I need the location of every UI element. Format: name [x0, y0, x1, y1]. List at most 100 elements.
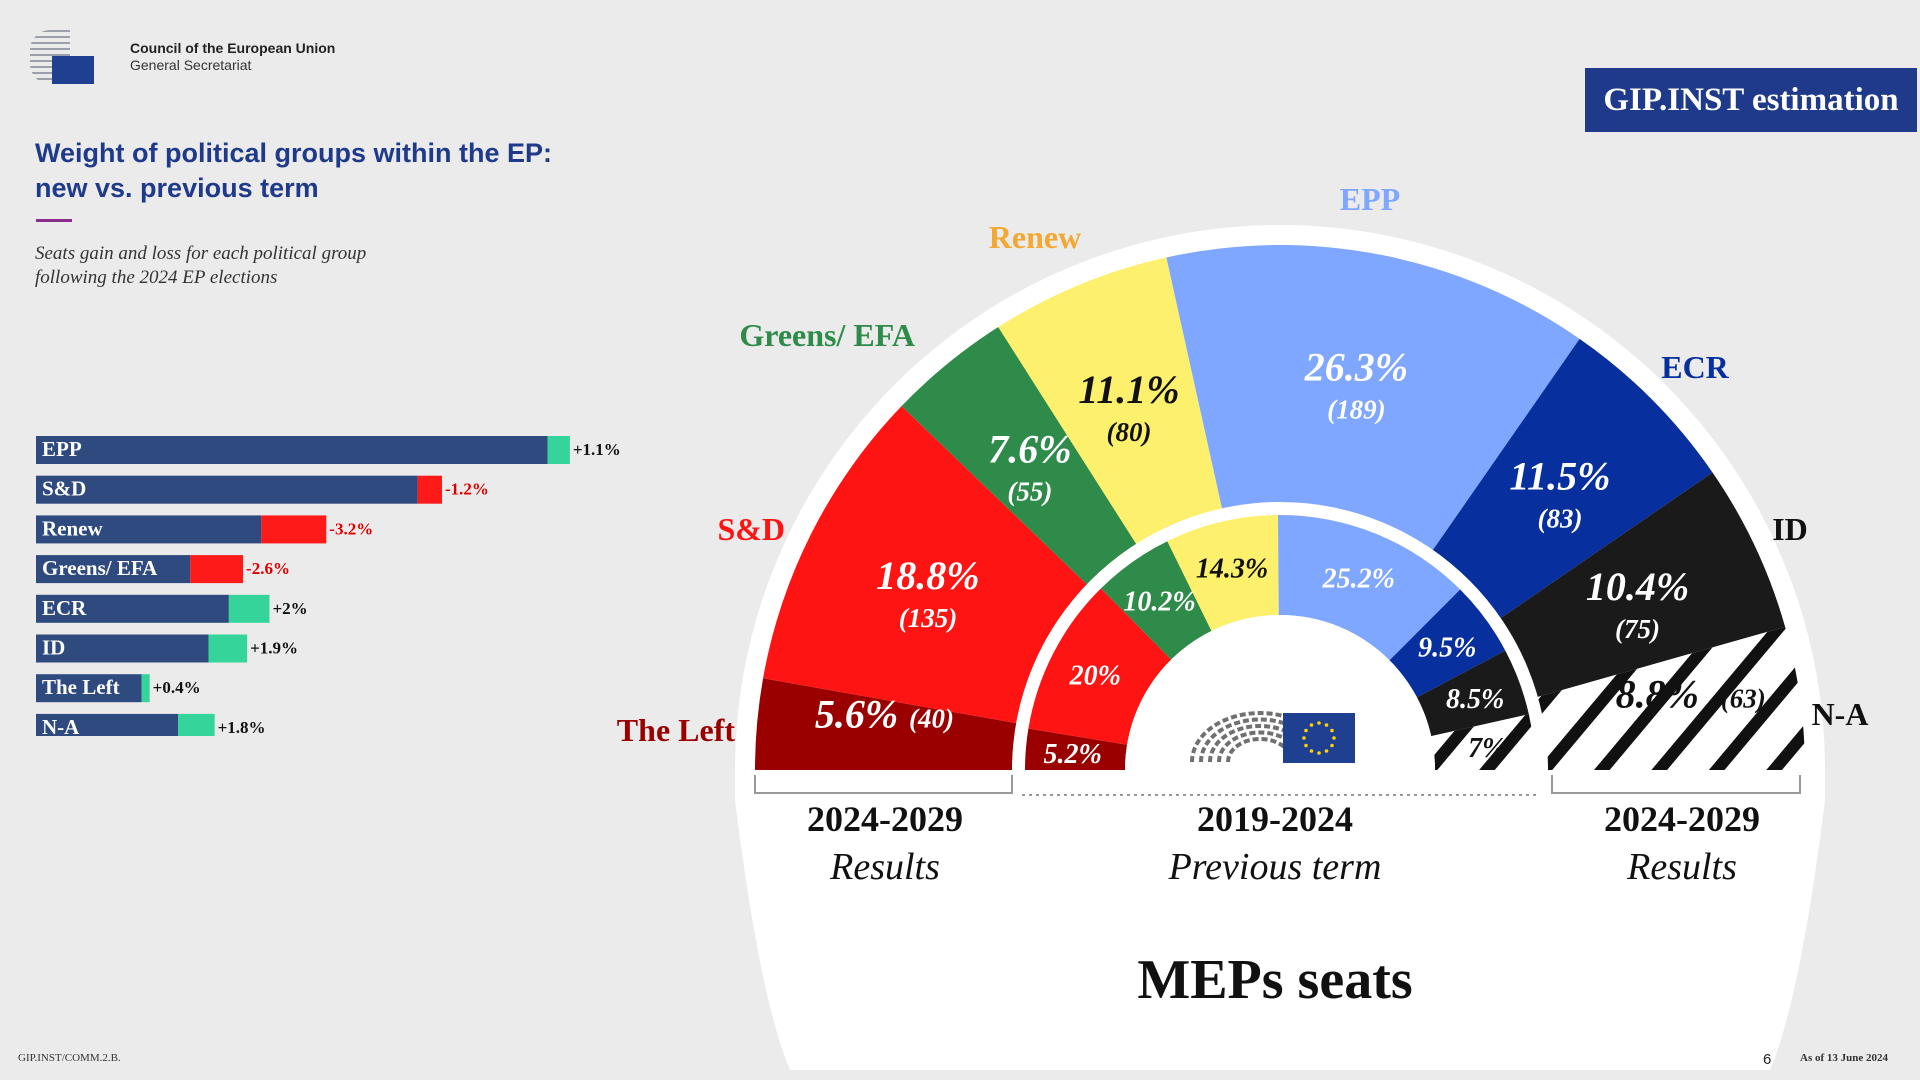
term-left-years: 2024-2029	[807, 799, 963, 839]
eu-star	[1324, 723, 1329, 727]
eu-star	[1330, 728, 1334, 733]
group-name-label: Renew	[989, 219, 1081, 255]
outer-segment-greens-efa	[901, 327, 1138, 587]
outer-seat-label: (75)	[1615, 614, 1660, 644]
outer-seat-label: (55)	[1007, 476, 1052, 506]
eu-star	[1332, 736, 1336, 740]
outer-seat-label: (189)	[1327, 394, 1385, 424]
eu-star	[1309, 749, 1314, 753]
outer-segment-n-a	[1534, 626, 1805, 770]
title-line-2: new vs. previous term	[35, 173, 319, 203]
group-name-label: ID	[1772, 511, 1808, 547]
inner-segment-s-d	[1028, 588, 1172, 745]
bar-change-label: +1.1%	[573, 440, 621, 459]
bar-change-label: +1.8%	[218, 718, 266, 736]
outer-seat-label: (83)	[1537, 503, 1582, 533]
document-code: GIP.INST/COMM.2.B.	[18, 1052, 121, 1064]
inner-segment-the-left	[1025, 728, 1128, 770]
inner-pct-label: 9.5%	[1418, 632, 1476, 663]
outer-segment-the-left	[755, 678, 1020, 770]
parliament-arc	[1217, 730, 1303, 763]
bar-gain	[228, 594, 270, 623]
inner-pct-label: 14.3%	[1196, 554, 1268, 585]
eu-star	[1317, 721, 1321, 725]
title-divider	[36, 219, 72, 222]
bar-base	[36, 674, 142, 703]
council-emblem-icon	[30, 30, 94, 84]
bar-category-label: ECR	[42, 596, 87, 620]
bar-change-label: +1.9%	[250, 639, 298, 658]
group-name-label: The Left	[617, 712, 736, 748]
subtitle-line-1: Seats gain and loss for each political g…	[35, 243, 367, 264]
group-name-label: N-A	[1812, 696, 1869, 732]
bar-loss	[261, 515, 327, 544]
hemicycle-center	[1125, 615, 1435, 770]
bar-category-label: EPP	[42, 437, 82, 461]
outer-pct-label: 7.6%	[988, 426, 1071, 471]
inner-pct-label: 20%	[1069, 660, 1121, 691]
eu-star	[1302, 736, 1306, 740]
page-subtitle: Seats gain and loss for each political g…	[35, 242, 515, 290]
outer-segment-ecr	[1431, 338, 1713, 620]
outer-segment-epp	[1166, 245, 1580, 553]
bar-category-label: Renew	[42, 516, 103, 540]
bracket-left	[754, 775, 1013, 794]
subtitle-line-2: following the 2024 EP elections	[35, 267, 278, 288]
council-logo: Council of the European Union General Se…	[30, 30, 335, 84]
bar-gain	[141, 674, 150, 703]
bar-chart-svg: EPP +1.1% S&D -1.2% Renew -3.2% Greens/ EFA -2.…	[36, 436, 621, 742]
inner-pct-label: 25.2%	[1322, 563, 1395, 594]
outer-segment-s-d	[763, 406, 1089, 724]
eu-star	[1317, 751, 1321, 755]
term-right-years: 2024-2029	[1604, 799, 1760, 839]
outer-pct-label: 11.5%	[1509, 453, 1610, 498]
bar-change-label: -3.2%	[329, 519, 373, 538]
inner-segment-ecr	[1389, 589, 1506, 698]
bar-category-label: Greens/ EFA	[42, 556, 158, 580]
inner-pct-label: 5.2%	[1044, 739, 1102, 770]
title-line-1: Weight of political groups within the EP…	[35, 138, 552, 168]
bar-change-label: +2%	[272, 599, 307, 618]
council-name: Council of the European Union General Se…	[130, 40, 335, 74]
parliament-arc	[1190, 711, 1330, 763]
outer-seat-label: (63)	[1721, 684, 1766, 714]
group-name-label: ECR	[1661, 349, 1729, 385]
bar-gain	[547, 436, 570, 464]
inner-pct-label: 7%	[1468, 733, 1505, 764]
page-number: 6	[1763, 1051, 1772, 1068]
bar-change-label: +0.4%	[153, 678, 201, 697]
bar-base	[36, 436, 548, 464]
outer-pct-label: 5.6%	[815, 691, 898, 736]
bar-base	[36, 594, 229, 623]
eu-star	[1304, 728, 1308, 733]
outer-segment-renew	[998, 257, 1223, 547]
seat-change-bar-chart: EPP +1.1% S&D -1.2% Renew -3.2% Greens/ EFA -2.…	[36, 436, 736, 742]
outer-pct-label: 10.4%	[1586, 564, 1689, 609]
page-title: Weight of political groups within the EP…	[35, 136, 635, 206]
outer-seat-label: (135)	[899, 603, 957, 633]
inner-pct-label: 10.2%	[1123, 586, 1195, 617]
term-right-caption: Results	[1626, 846, 1737, 888]
outer-pct-label: 11.1%	[1078, 367, 1179, 412]
eu-star	[1324, 749, 1329, 753]
estimation-badge: GIP.INST estimation	[1585, 68, 1917, 132]
parliament-eu-flag-icon	[1190, 711, 1355, 763]
hemicycle-title: MEPs seats	[1137, 949, 1412, 1011]
bar-base	[36, 475, 418, 504]
bar-loss	[190, 555, 244, 584]
group-name-label: Greens/ EFA	[739, 317, 915, 353]
outer-pct-label: 18.8%	[876, 553, 979, 598]
bar-category-label: N-A	[42, 715, 80, 736]
inner-segment-id	[1416, 650, 1529, 737]
eu-star	[1330, 743, 1334, 748]
outer-segment-id	[1498, 472, 1786, 698]
bar-loss	[417, 475, 442, 504]
bar-category-label: The Left	[42, 675, 120, 699]
bar-gain	[208, 634, 248, 663]
term-center-caption: Previous term	[1168, 846, 1382, 888]
eu-star	[1304, 743, 1308, 748]
inner-segment-n-a	[1431, 714, 1535, 770]
eu-flag	[1283, 713, 1355, 763]
inner-segment-greens-efa	[1100, 541, 1212, 660]
